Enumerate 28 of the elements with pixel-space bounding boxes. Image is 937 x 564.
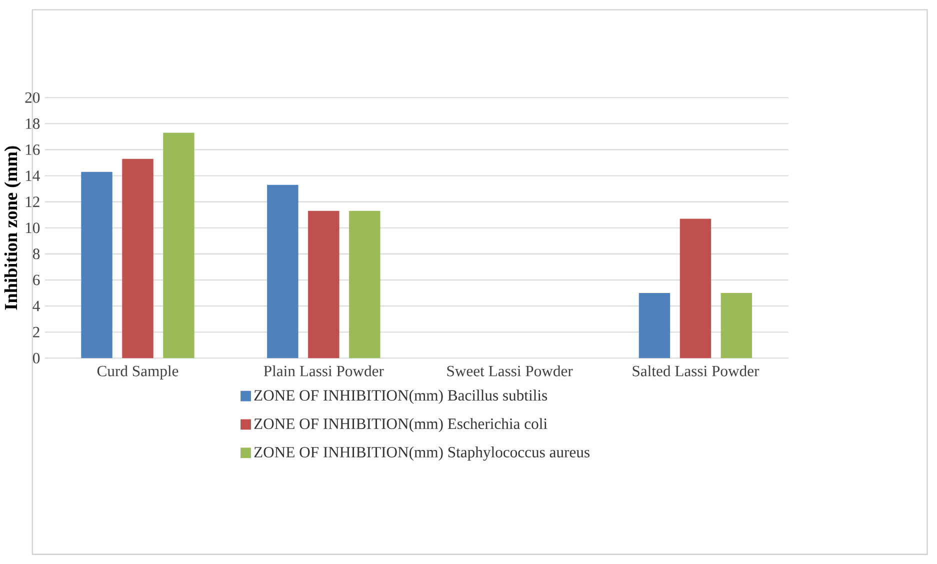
y-tick-label: 8 (32, 248, 40, 260)
y-tick-label: 12 (26, 196, 40, 207)
y-tick-label: 0 (32, 352, 40, 364)
x-tick-label: Salted Lassi Powder (632, 365, 760, 376)
bar (163, 132, 194, 358)
bar (122, 158, 154, 358)
bar (638, 292, 670, 358)
x-tick-label: Sweet Lassi Powder (447, 365, 573, 376)
bar (308, 210, 340, 358)
legend-label: ZONE OF INHIBITION(mm) Escherichia coli (254, 418, 548, 432)
bar (680, 218, 712, 358)
bar (720, 292, 752, 358)
y-tick-label: 6 (33, 274, 40, 286)
x-tick-label: Plain Lassi Powder (264, 365, 384, 376)
y-tick-label: 10 (26, 222, 40, 234)
y-axis-title: Inhibition zone (mm) (4, 146, 21, 310)
bar (349, 210, 380, 358)
y-tick-label: 20 (25, 92, 40, 103)
y-tick-label: 14 (26, 170, 40, 181)
x-tick-label: Curd Sample (97, 365, 178, 380)
bar (267, 184, 298, 358)
y-tick-label: 2 (33, 326, 40, 338)
y-tick-label: 18 (26, 118, 40, 129)
legend-label: ZONE OF INHIBITION(mm) Bacillus subtilis (254, 390, 548, 404)
y-tick-label: 4 (32, 300, 40, 312)
bar (81, 172, 112, 358)
legend-label: ZONE OF INHIBITION(mm) Staphylococcus aureus (254, 446, 590, 461)
y-tick-label: 16 (26, 144, 40, 155)
